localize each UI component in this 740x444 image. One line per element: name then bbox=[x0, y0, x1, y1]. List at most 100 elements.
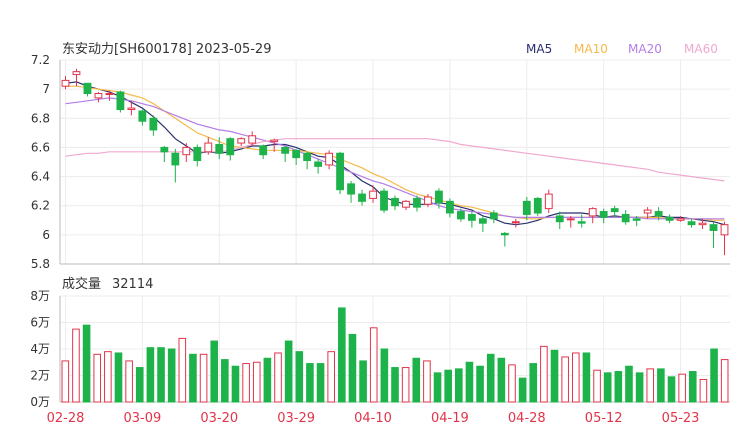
volume-bar bbox=[710, 348, 718, 403]
volume-bar bbox=[306, 363, 314, 403]
volume-bar bbox=[412, 357, 421, 403]
candle-body bbox=[226, 138, 235, 156]
candle-body bbox=[160, 146, 169, 153]
volume-bar bbox=[348, 333, 357, 403]
candle-body bbox=[325, 152, 334, 166]
volume-bar bbox=[593, 369, 601, 403]
volume-bar bbox=[423, 360, 431, 403]
candle-body bbox=[676, 218, 685, 221]
price-tick-label: 6 bbox=[42, 228, 50, 242]
candle-body bbox=[456, 211, 465, 220]
candle-body bbox=[621, 213, 630, 223]
volume-label: 成交量 bbox=[62, 276, 101, 292]
candle-body bbox=[467, 213, 476, 221]
volume-bar bbox=[380, 348, 389, 403]
volume-bar bbox=[146, 347, 155, 403]
volume-bar bbox=[614, 371, 623, 403]
candle-body bbox=[248, 135, 257, 144]
candle-body bbox=[292, 149, 301, 159]
volume-bar bbox=[327, 351, 335, 403]
volume-bar bbox=[444, 369, 452, 403]
volume-bar bbox=[284, 340, 293, 403]
candle-body bbox=[489, 212, 498, 220]
volume-bar bbox=[114, 352, 123, 403]
volume-bar bbox=[582, 352, 591, 403]
volume-bar bbox=[486, 353, 495, 403]
price-tick-label: 6.2 bbox=[31, 199, 50, 213]
date-tick-label: 03-20 bbox=[200, 411, 238, 426]
candle-body bbox=[72, 71, 81, 76]
volume-bar bbox=[550, 349, 559, 403]
volume-bar bbox=[699, 378, 708, 403]
candle-body bbox=[105, 93, 114, 96]
candle-body bbox=[204, 142, 213, 153]
candle-body bbox=[424, 196, 432, 205]
volume-bar bbox=[391, 367, 399, 403]
candle-body bbox=[654, 211, 663, 217]
volume-bar bbox=[369, 327, 378, 403]
candle-body bbox=[358, 193, 366, 202]
volume-bar bbox=[189, 353, 197, 403]
volume-bar bbox=[433, 372, 442, 403]
candle-body bbox=[182, 146, 191, 156]
volume-bar bbox=[274, 352, 282, 403]
volume-bar bbox=[635, 372, 644, 403]
candle-body bbox=[555, 215, 564, 223]
legend-item-ma60: MA60 bbox=[684, 42, 718, 56]
candle-body bbox=[336, 152, 344, 191]
candle-body bbox=[303, 152, 312, 162]
candle-body bbox=[402, 200, 410, 208]
volume-bar bbox=[455, 368, 463, 403]
candle-body bbox=[391, 197, 399, 207]
candle-body bbox=[281, 146, 290, 154]
candle-body bbox=[511, 221, 520, 224]
candle-body bbox=[83, 82, 92, 95]
candle-body bbox=[94, 93, 103, 99]
price-tick-label: 6.8 bbox=[31, 111, 50, 125]
volume-bar bbox=[157, 347, 165, 403]
date-tick-label: 03-29 bbox=[277, 411, 315, 426]
volume-bar bbox=[221, 359, 229, 403]
volume-bar bbox=[167, 348, 176, 403]
volume-bar bbox=[476, 365, 484, 403]
candle-body bbox=[435, 190, 443, 204]
volume-tick-label: 4万 bbox=[30, 342, 50, 356]
volume-bar bbox=[316, 363, 325, 403]
volume-bar bbox=[125, 360, 133, 403]
volume-bar bbox=[231, 365, 240, 403]
volume-bar bbox=[678, 373, 686, 403]
candle-body bbox=[347, 183, 355, 195]
volume-bar bbox=[252, 361, 261, 403]
volume-tick-label: 6万 bbox=[30, 316, 50, 330]
volume-bar bbox=[135, 367, 144, 403]
volume-bar bbox=[688, 371, 697, 403]
volume-bar bbox=[497, 357, 506, 403]
candle-body bbox=[259, 145, 268, 156]
candle-body bbox=[533, 197, 542, 214]
date-tick-label: 04-19 bbox=[431, 411, 469, 426]
volume-bar bbox=[242, 363, 250, 403]
volume-bar bbox=[401, 367, 410, 403]
date-tick-label: 04-28 bbox=[508, 411, 546, 426]
volume-bar bbox=[667, 376, 676, 403]
candle-body bbox=[588, 208, 597, 217]
candle-body bbox=[665, 216, 674, 221]
volume-tick-label: 2万 bbox=[30, 369, 50, 383]
volume-bar bbox=[540, 345, 548, 403]
price-tick-label: 7.2 bbox=[31, 53, 50, 67]
candle-body bbox=[380, 190, 388, 211]
volume-tick-label: 0万 bbox=[30, 395, 50, 409]
volume-bar bbox=[603, 372, 612, 403]
candle-body bbox=[500, 232, 509, 236]
candle-body bbox=[577, 221, 586, 224]
candle-body bbox=[215, 144, 224, 154]
candle-body bbox=[566, 218, 575, 221]
candle-body bbox=[709, 224, 718, 231]
candle-body bbox=[643, 209, 652, 214]
candle-body bbox=[149, 117, 158, 131]
volume-bar bbox=[338, 307, 346, 403]
legend-item-ma5: MA5 bbox=[526, 42, 552, 56]
candle-body bbox=[127, 107, 136, 111]
